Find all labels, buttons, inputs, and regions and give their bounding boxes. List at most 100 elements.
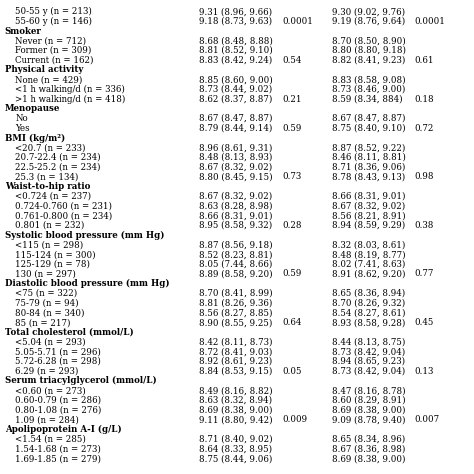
Text: 0.80-1.08 (n = 276): 0.80-1.08 (n = 276) <box>15 406 101 414</box>
Text: Total cholesterol (mmol/L): Total cholesterol (mmol/L) <box>5 328 134 337</box>
Text: 1.54-1.68 (n = 273): 1.54-1.68 (n = 273) <box>15 445 101 453</box>
Text: Never (n = 712): Never (n = 712) <box>15 36 86 45</box>
Text: None (n = 429): None (n = 429) <box>15 75 82 84</box>
Text: 0.54: 0.54 <box>282 56 301 64</box>
Text: 8.44 (8.13, 8.75): 8.44 (8.13, 8.75) <box>332 337 405 346</box>
Text: 0.724-0.760 (n = 231): 0.724-0.760 (n = 231) <box>15 201 112 210</box>
Text: 8.67 (8.47, 8.87): 8.67 (8.47, 8.87) <box>199 114 273 123</box>
Text: 1.09 (n = 284): 1.09 (n = 284) <box>15 415 79 424</box>
Text: 8.83 (8.42, 9.24): 8.83 (8.42, 9.24) <box>199 56 273 64</box>
Text: 8.64 (8.33, 8.95): 8.64 (8.33, 8.95) <box>199 445 272 453</box>
Text: 50-55 y (n = 213): 50-55 y (n = 213) <box>15 7 92 16</box>
Text: 130 (n = 297): 130 (n = 297) <box>15 269 76 278</box>
Text: 8.70 (8.50, 8.90): 8.70 (8.50, 8.90) <box>332 36 406 45</box>
Text: 0.05: 0.05 <box>282 367 301 375</box>
Text: 0.21: 0.21 <box>282 95 301 103</box>
Text: 0.18: 0.18 <box>415 95 434 103</box>
Text: <20.7 (n = 233): <20.7 (n = 233) <box>15 143 86 152</box>
Text: <0.60 (n = 273): <0.60 (n = 273) <box>15 386 86 395</box>
Text: <0.724 (n = 237): <0.724 (n = 237) <box>15 192 91 201</box>
Text: <75 (n = 322): <75 (n = 322) <box>15 289 77 298</box>
Text: 125-129 (n = 78): 125-129 (n = 78) <box>15 260 90 269</box>
Text: Physical activity: Physical activity <box>5 65 83 74</box>
Text: 8.42 (8.11, 8.73): 8.42 (8.11, 8.73) <box>199 337 273 346</box>
Text: Serum triacylglycerol (mmol/L): Serum triacylglycerol (mmol/L) <box>5 376 156 385</box>
Text: 0.77: 0.77 <box>415 269 434 278</box>
Text: 0.0001: 0.0001 <box>282 17 313 26</box>
Text: 0.13: 0.13 <box>415 367 434 375</box>
Text: 8.69 (8.38, 9.00): 8.69 (8.38, 9.00) <box>332 454 405 463</box>
Text: 55-60 y (n = 146): 55-60 y (n = 146) <box>15 17 92 26</box>
Text: 9.09 (8.78, 9.40): 9.09 (8.78, 9.40) <box>332 415 405 424</box>
Text: 8.69 (8.38, 9.00): 8.69 (8.38, 9.00) <box>199 406 273 414</box>
Text: 8.71 (8.36, 9.06): 8.71 (8.36, 9.06) <box>332 163 405 172</box>
Text: No: No <box>15 114 28 123</box>
Text: Apolipoprotein A-I (g/L): Apolipoprotein A-I (g/L) <box>5 425 121 434</box>
Text: 8.71 (8.40, 9.02): 8.71 (8.40, 9.02) <box>199 435 273 444</box>
Text: 8.56 (8.27, 8.85): 8.56 (8.27, 8.85) <box>199 309 273 317</box>
Text: 8.66 (8.31, 9.01): 8.66 (8.31, 9.01) <box>332 192 405 201</box>
Text: 8.46 (8.11, 8.81): 8.46 (8.11, 8.81) <box>332 153 406 162</box>
Text: 8.47 (8.16, 8.78): 8.47 (8.16, 8.78) <box>332 386 405 395</box>
Text: 8.56 (8.21, 8.91): 8.56 (8.21, 8.91) <box>332 211 405 220</box>
Text: 0.59: 0.59 <box>282 269 301 278</box>
Text: 22.5-25.2 (n = 234): 22.5-25.2 (n = 234) <box>15 163 100 172</box>
Text: 8.83 (8.58, 9.08): 8.83 (8.58, 9.08) <box>332 75 405 84</box>
Text: 8.87 (8.52, 9.22): 8.87 (8.52, 9.22) <box>332 143 405 152</box>
Text: 9.30 (9.02, 9.76): 9.30 (9.02, 9.76) <box>332 7 405 16</box>
Text: 20.7-22.4 (n = 234): 20.7-22.4 (n = 234) <box>15 153 101 162</box>
Text: 8.92 (8.61, 9.23): 8.92 (8.61, 9.23) <box>199 357 273 366</box>
Text: 8.48 (8.19, 8.77): 8.48 (8.19, 8.77) <box>332 250 405 259</box>
Text: 8.72 (8.41, 9.03): 8.72 (8.41, 9.03) <box>199 347 273 356</box>
Text: 0.009: 0.009 <box>282 415 307 424</box>
Text: 8.81 (8.26, 9.36): 8.81 (8.26, 9.36) <box>199 299 273 308</box>
Text: 0.801 (n = 232): 0.801 (n = 232) <box>15 221 84 230</box>
Text: 8.89 (8.58, 9.20): 8.89 (8.58, 9.20) <box>199 269 273 278</box>
Text: 0.0001: 0.0001 <box>415 17 446 26</box>
Text: 8.94 (8.59, 9.29): 8.94 (8.59, 9.29) <box>332 221 405 230</box>
Text: 8.70 (8.41, 8.99): 8.70 (8.41, 8.99) <box>199 289 273 298</box>
Text: 25.3 (n = 134): 25.3 (n = 134) <box>15 173 79 181</box>
Text: 9.19 (8.76, 9.64): 9.19 (8.76, 9.64) <box>332 17 405 26</box>
Text: 5.72-6.28 (n = 298): 5.72-6.28 (n = 298) <box>15 357 101 366</box>
Text: Smoker: Smoker <box>5 27 42 36</box>
Text: 8.75 (8.44, 9.06): 8.75 (8.44, 9.06) <box>199 454 273 463</box>
Text: 0.761-0.800 (n = 234): 0.761-0.800 (n = 234) <box>15 211 112 220</box>
Text: 0.59: 0.59 <box>282 124 301 133</box>
Text: 85 (n = 217): 85 (n = 217) <box>15 318 71 327</box>
Text: 8.05 (7.44, 8.66): 8.05 (7.44, 8.66) <box>199 260 273 269</box>
Text: 8.67 (8.36, 8.98): 8.67 (8.36, 8.98) <box>332 445 405 453</box>
Text: 8.70 (8.26, 9.32): 8.70 (8.26, 9.32) <box>332 299 405 308</box>
Text: 8.73 (8.46, 9.00): 8.73 (8.46, 9.00) <box>332 85 405 94</box>
Text: 8.87 (8.56, 9.18): 8.87 (8.56, 9.18) <box>199 240 273 249</box>
Text: <1.54 (n = 285): <1.54 (n = 285) <box>15 435 86 444</box>
Text: 8.02 (7.41, 8.63): 8.02 (7.41, 8.63) <box>332 260 405 269</box>
Text: 8.65 (8.36, 8.94): 8.65 (8.36, 8.94) <box>332 289 405 298</box>
Text: 8.49 (8.16, 8.82): 8.49 (8.16, 8.82) <box>199 386 273 395</box>
Text: 8.75 (8.40, 9.10): 8.75 (8.40, 9.10) <box>332 124 405 133</box>
Text: Current (n = 162): Current (n = 162) <box>15 56 94 64</box>
Text: <115 (n = 298): <115 (n = 298) <box>15 240 83 249</box>
Text: 8.67 (8.32, 9.02): 8.67 (8.32, 9.02) <box>199 192 273 201</box>
Text: 0.61: 0.61 <box>415 56 434 64</box>
Text: 8.73 (8.42, 9.04): 8.73 (8.42, 9.04) <box>332 347 405 356</box>
Text: 0.60-0.79 (n = 286): 0.60-0.79 (n = 286) <box>15 396 101 405</box>
Text: 6.29 (n = 293): 6.29 (n = 293) <box>15 367 79 375</box>
Text: 8.52 (8.23, 8.81): 8.52 (8.23, 8.81) <box>199 250 273 259</box>
Text: 8.60 (8.29, 8.91): 8.60 (8.29, 8.91) <box>332 396 405 405</box>
Text: 0.98: 0.98 <box>415 173 434 181</box>
Text: Former (n = 309): Former (n = 309) <box>15 46 91 55</box>
Text: 0.28: 0.28 <box>282 221 301 230</box>
Text: 8.54 (8.27, 8.61): 8.54 (8.27, 8.61) <box>332 309 405 317</box>
Text: 8.65 (8.34, 8.96): 8.65 (8.34, 8.96) <box>332 435 405 444</box>
Text: 8.93 (8.58, 9.28): 8.93 (8.58, 9.28) <box>332 318 405 327</box>
Text: 75-79 (n = 94): 75-79 (n = 94) <box>15 299 79 308</box>
Text: 8.66 (8.31, 9.01): 8.66 (8.31, 9.01) <box>199 211 273 220</box>
Text: <5.04 (n = 293): <5.04 (n = 293) <box>15 337 86 346</box>
Text: 8.80 (8.45, 9.15): 8.80 (8.45, 9.15) <box>199 173 273 181</box>
Text: 1.69-1.85 (n = 279): 1.69-1.85 (n = 279) <box>15 454 101 463</box>
Text: 5.05-5.71 (n = 296): 5.05-5.71 (n = 296) <box>15 347 101 356</box>
Text: 8.90 (8.55, 9.25): 8.90 (8.55, 9.25) <box>199 318 273 327</box>
Text: 8.85 (8.60, 9.00): 8.85 (8.60, 9.00) <box>199 75 273 84</box>
Text: 8.62 (8.37, 8.87): 8.62 (8.37, 8.87) <box>199 95 273 103</box>
